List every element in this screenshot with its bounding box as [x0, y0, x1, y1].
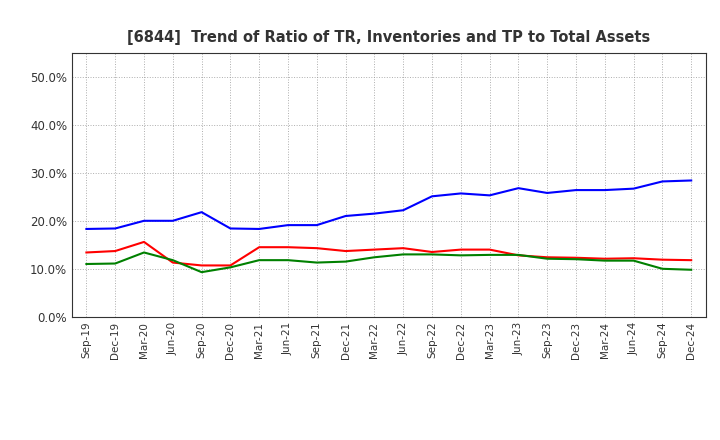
Inventories — [140, 218, 148, 224]
Trade Payables — [255, 257, 264, 263]
Trade Receivables — [687, 257, 696, 263]
Trade Receivables — [399, 246, 408, 251]
Inventories — [629, 186, 638, 191]
Trade Payables — [312, 260, 321, 265]
Trade Payables — [399, 252, 408, 257]
Trade Payables — [111, 261, 120, 266]
Trade Payables — [197, 270, 206, 275]
Trade Payables — [485, 252, 494, 257]
Trade Receivables — [370, 247, 379, 252]
Inventories — [514, 186, 523, 191]
Trade Receivables — [485, 247, 494, 252]
Trade Payables — [543, 256, 552, 261]
Inventories — [600, 187, 609, 193]
Trade Receivables — [284, 245, 292, 250]
Trade Receivables — [456, 247, 465, 252]
Inventories — [82, 226, 91, 231]
Trade Receivables — [629, 256, 638, 261]
Trade Payables — [514, 252, 523, 257]
Trade Receivables — [82, 250, 91, 255]
Inventories — [456, 191, 465, 196]
Trade Receivables — [572, 255, 580, 260]
Trade Payables — [341, 259, 350, 264]
Inventories — [399, 208, 408, 213]
Trade Payables — [82, 261, 91, 267]
Inventories — [543, 191, 552, 196]
Inventories — [572, 187, 580, 193]
Trade Receivables — [255, 245, 264, 250]
Inventories — [284, 223, 292, 228]
Title: [6844]  Trend of Ratio of TR, Inventories and TP to Total Assets: [6844] Trend of Ratio of TR, Inventories… — [127, 29, 650, 45]
Trade Receivables — [658, 257, 667, 262]
Trade Receivables — [111, 249, 120, 254]
Trade Receivables — [514, 253, 523, 258]
Trade Receivables — [312, 246, 321, 251]
Trade Payables — [600, 258, 609, 263]
Trade Receivables — [428, 249, 436, 255]
Trade Payables — [456, 253, 465, 258]
Trade Payables — [572, 257, 580, 262]
Inventories — [658, 179, 667, 184]
Trade Payables — [168, 257, 177, 263]
Trade Payables — [140, 250, 148, 255]
Trade Payables — [284, 257, 292, 263]
Inventories — [428, 194, 436, 199]
Trade Receivables — [600, 256, 609, 261]
Inventories — [168, 218, 177, 224]
Trade Payables — [687, 267, 696, 272]
Inventories — [226, 226, 235, 231]
Trade Receivables — [341, 249, 350, 254]
Inventories — [312, 223, 321, 228]
Trade Receivables — [197, 263, 206, 268]
Inventories — [255, 226, 264, 231]
Trade Payables — [658, 266, 667, 271]
Inventories — [111, 226, 120, 231]
Inventories — [197, 209, 206, 215]
Trade Payables — [370, 255, 379, 260]
Line: Trade Payables: Trade Payables — [86, 253, 691, 272]
Inventories — [341, 213, 350, 219]
Trade Receivables — [168, 260, 177, 265]
Trade Payables — [226, 265, 235, 270]
Line: Inventories: Inventories — [86, 180, 691, 229]
Trade Receivables — [543, 255, 552, 260]
Trade Payables — [428, 252, 436, 257]
Line: Trade Receivables: Trade Receivables — [86, 242, 691, 265]
Trade Payables — [629, 258, 638, 263]
Trade Receivables — [226, 263, 235, 268]
Inventories — [370, 211, 379, 216]
Inventories — [485, 193, 494, 198]
Trade Receivables — [140, 239, 148, 245]
Inventories — [687, 178, 696, 183]
